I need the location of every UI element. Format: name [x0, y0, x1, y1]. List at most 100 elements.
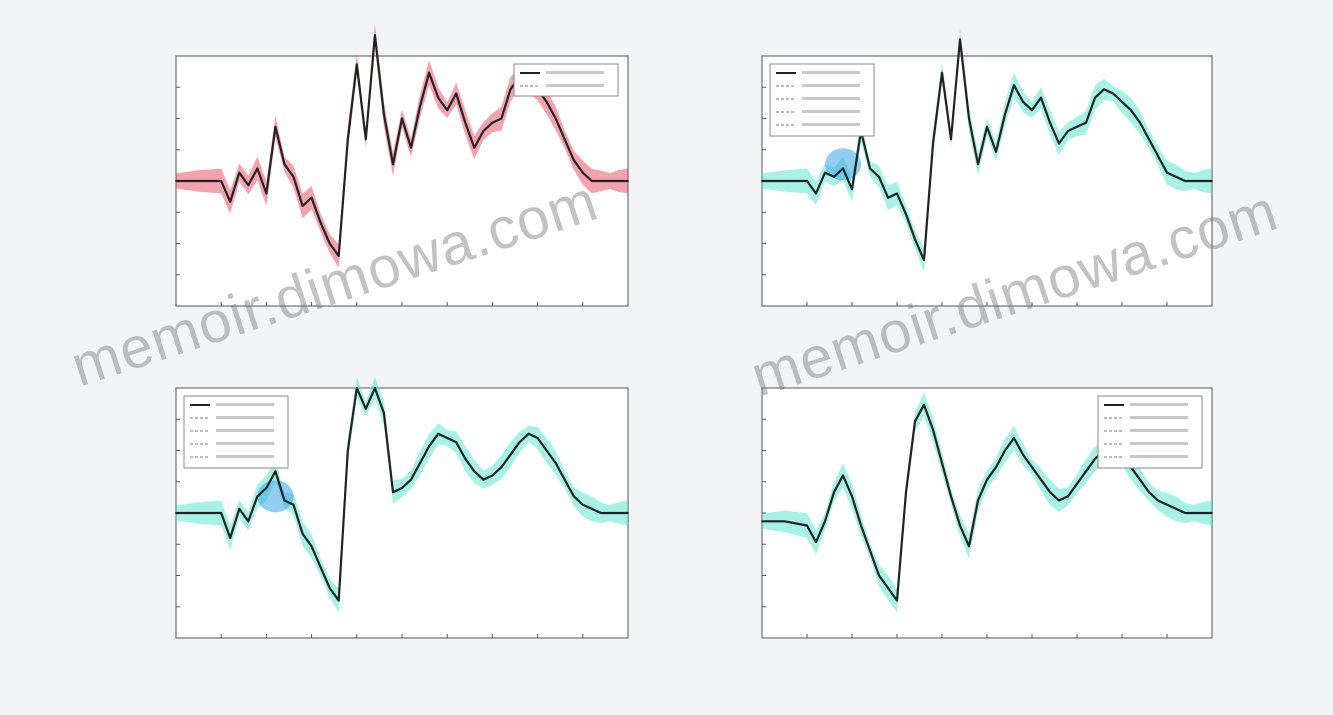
confidence-band	[762, 28, 1212, 273]
data-point	[337, 599, 340, 602]
data-point	[905, 213, 907, 216]
data-point	[1166, 171, 1168, 174]
data-point	[1058, 142, 1060, 145]
data-point	[518, 441, 521, 444]
data-point	[581, 503, 584, 506]
data-point	[346, 138, 349, 141]
data-point	[860, 524, 862, 527]
data-point	[599, 180, 602, 182]
data-point	[1022, 453, 1024, 456]
data-point	[292, 175, 295, 178]
data-point	[842, 167, 844, 170]
data-point	[851, 495, 853, 498]
data-point	[581, 171, 584, 174]
legend-label	[802, 123, 860, 126]
data-point	[247, 520, 250, 523]
data-point	[401, 117, 403, 120]
legend-label	[216, 429, 274, 432]
legend-label	[802, 110, 860, 113]
data-point	[1202, 512, 1204, 514]
data-point	[392, 163, 394, 166]
data-point	[609, 512, 611, 514]
data-point	[842, 474, 844, 477]
data-point	[609, 180, 611, 182]
data-point	[1004, 449, 1006, 452]
data-point	[887, 196, 889, 199]
data-point	[1049, 491, 1051, 494]
data-point	[319, 566, 322, 569]
data-point	[923, 403, 925, 406]
data-point	[464, 457, 467, 460]
data-point	[265, 487, 268, 489]
data-point	[1094, 457, 1096, 460]
data-point	[761, 520, 763, 523]
data-point	[1004, 113, 1006, 116]
legend-label	[546, 71, 604, 74]
data-point	[1031, 109, 1033, 112]
data-point	[1076, 482, 1078, 485]
data-point	[824, 520, 826, 523]
data-point	[1175, 175, 1177, 178]
data-point	[482, 130, 485, 132]
data-point	[473, 470, 476, 473]
data-point	[428, 71, 431, 74]
data-point	[1211, 180, 1213, 182]
legend-label	[216, 442, 274, 445]
data-point	[590, 507, 593, 510]
data-point	[914, 238, 916, 241]
data-point	[618, 512, 620, 514]
data-point	[1022, 100, 1024, 103]
chart-panel-bottom-right	[761, 387, 1213, 639]
data-point	[301, 205, 304, 207]
data-point	[337, 255, 340, 257]
data-point	[923, 259, 925, 262]
data-point	[536, 437, 539, 439]
data-point	[220, 512, 223, 514]
data-point	[1166, 503, 1168, 506]
legend-label	[802, 97, 860, 100]
data-point	[1031, 466, 1033, 469]
data-point	[959, 524, 961, 527]
data-point	[383, 412, 385, 414]
data-point	[1193, 512, 1195, 514]
legend-label	[802, 71, 860, 74]
data-point	[274, 125, 277, 128]
data-point	[455, 92, 458, 95]
legend-label	[802, 84, 860, 87]
data-point	[464, 121, 467, 124]
data-point	[545, 100, 548, 103]
legend-label	[546, 84, 604, 87]
data-point	[1148, 491, 1150, 494]
data-point	[1157, 499, 1159, 502]
series-line	[762, 38, 1212, 262]
data-point	[563, 478, 566, 481]
data-point	[618, 180, 620, 182]
data-point	[328, 587, 331, 589]
data-point	[914, 420, 916, 423]
data-point	[1013, 84, 1015, 87]
data-point	[310, 545, 313, 548]
data-point	[995, 150, 997, 153]
data-point	[1076, 125, 1078, 128]
data-point	[1112, 92, 1114, 95]
data-point	[627, 180, 629, 182]
data-point	[1130, 109, 1132, 112]
data-point	[446, 109, 449, 112]
data-point	[941, 71, 943, 74]
data-point	[355, 387, 358, 389]
chart-panel-bottom-left	[175, 377, 629, 639]
data-point	[995, 466, 997, 469]
data-point	[482, 478, 485, 481]
legend-label	[1130, 403, 1188, 406]
data-point	[1067, 130, 1069, 132]
data-point	[229, 200, 232, 203]
data-point	[1013, 437, 1015, 439]
data-point	[761, 180, 763, 182]
data-point	[968, 117, 970, 120]
data-point	[977, 163, 979, 166]
confidence-band	[176, 377, 628, 613]
data-point	[1058, 499, 1060, 502]
data-point	[1139, 478, 1141, 481]
data-point	[1094, 96, 1096, 99]
